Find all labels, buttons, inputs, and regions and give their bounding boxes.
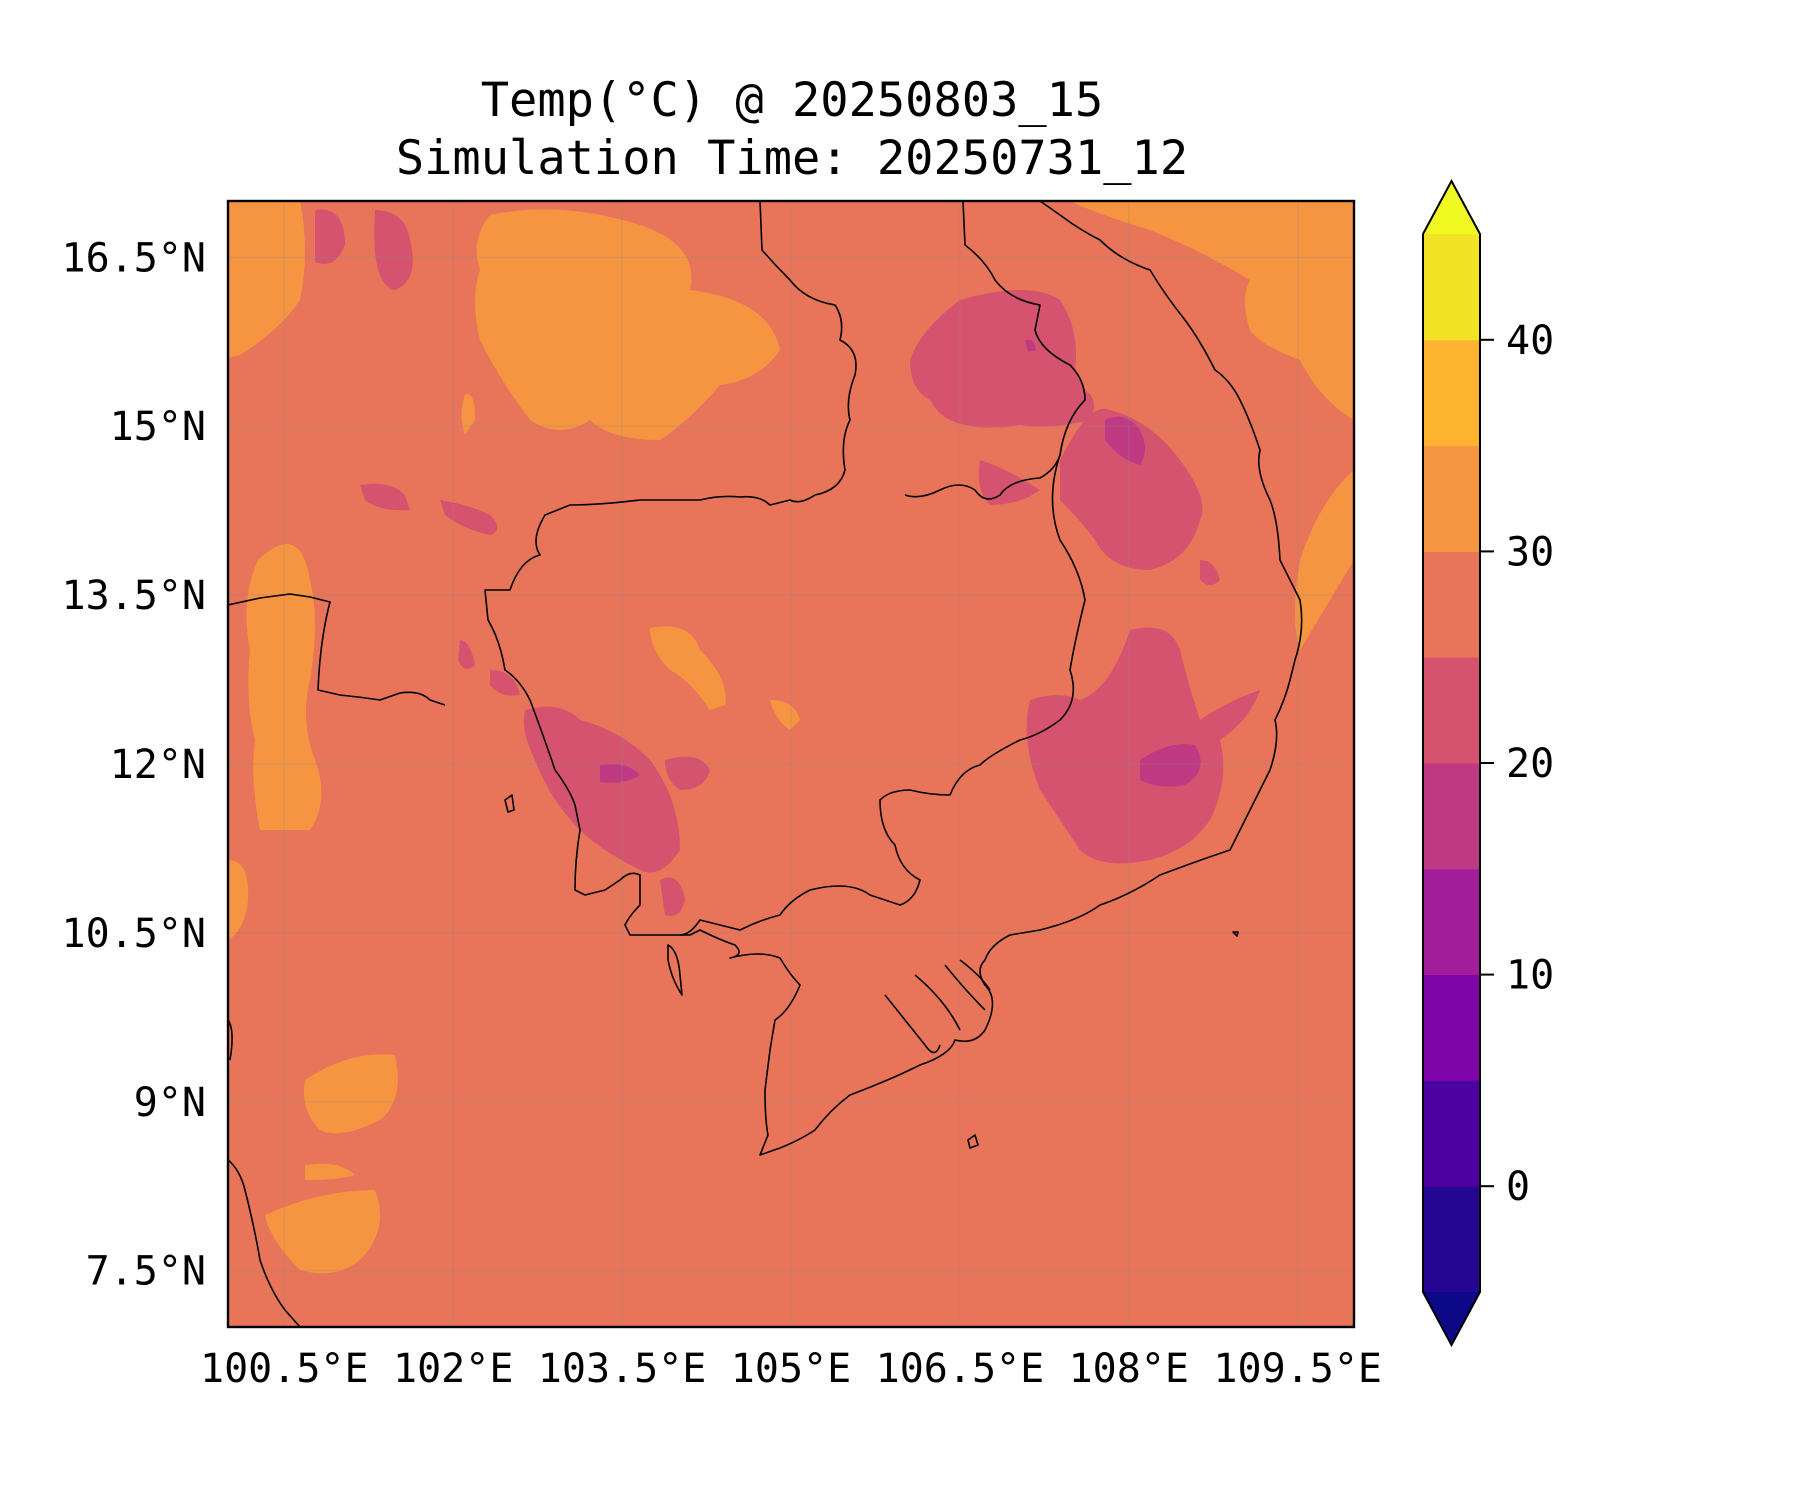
island-kong: [504, 794, 515, 813]
colorbar-outline: [1422, 178, 1481, 1348]
colorbar-tick-label: 40: [1506, 318, 1554, 364]
colorbar-tick-label: 10: [1506, 953, 1554, 999]
latitude-tick-labels: 16.5°N 15°N 13.5°N 12°N 10.5°N 9°N 7.5°N: [62, 235, 207, 1294]
colorbar-segment: [1423, 1186, 1480, 1293]
mekong-channels: [884, 959, 991, 1054]
lon-tick-label: 108°E: [1069, 1346, 1189, 1392]
lat-tick-label: 9°N: [134, 1080, 206, 1126]
colorbar-segment: [1423, 657, 1480, 764]
lat-tick-label: 15°N: [110, 404, 206, 450]
colorbar-tick-label: 20: [1506, 741, 1554, 787]
map-frame: [226, 199, 1356, 1329]
colorbar-segment: [1423, 974, 1480, 1081]
colorbar-segment: [1423, 1080, 1480, 1187]
lon-tick-label: 103.5°E: [538, 1346, 707, 1392]
country-border-laos-vietnam: [904, 201, 1086, 500]
colorbar-segment: [1423, 763, 1480, 870]
gridlines: [228, 201, 1354, 1327]
lon-tick-label: 109.5°E: [1213, 1346, 1382, 1392]
colorbar-tick-label: 0: [1506, 1164, 1530, 1210]
colorbar-extend-min: [1423, 1292, 1480, 1345]
contour-15-20: [600, 339, 1201, 787]
colorbar-extend-max: [1423, 181, 1480, 234]
lon-tick-label: 102°E: [393, 1346, 513, 1392]
contour-20-25: [315, 209, 1260, 916]
lon-tick-label: 100.5°E: [200, 1346, 369, 1392]
country-border-cambodia-vietnam: [679, 454, 1086, 936]
colorbar-segment: [1423, 445, 1480, 552]
map-title: Temp(°C) @ 20250803_15: [481, 73, 1104, 128]
lon-tick-label: 106.5°E: [876, 1346, 1045, 1392]
map-panel: [226, 199, 1356, 1329]
coastline-peninsula: [228, 1159, 301, 1327]
lat-tick-label: 13.5°N: [62, 573, 207, 619]
colorbar-segment: [1423, 339, 1480, 447]
colorbar-segment: [1423, 868, 1480, 976]
boundaries: [228, 201, 1303, 1327]
country-border-west: [484, 201, 857, 701]
longitude-tick-labels: 100.5°E 102°E 103.5°E 105°E 106.5°E 108°E 109.…: [200, 1346, 1382, 1392]
island-south: [967, 1134, 979, 1149]
island-east: [1232, 931, 1239, 937]
colorbar-segment: [1423, 234, 1480, 341]
colorbar-tick-label: 30: [1506, 529, 1554, 575]
colorbar: 0 10 20 30 40: [1422, 178, 1554, 1348]
contour-30-35: [228, 201, 1354, 1274]
map-subtitle: Simulation Time: 20250731_12: [396, 131, 1188, 186]
island-phuquoc: [667, 944, 683, 996]
lat-tick-label: 7.5°N: [86, 1249, 206, 1295]
lat-tick-label: 10.5°N: [62, 911, 207, 957]
country-border-thai-cambodia: [228, 593, 446, 706]
lat-tick-label: 12°N: [110, 742, 206, 788]
colorbar-segment: [1423, 551, 1480, 658]
lat-tick-label: 16.5°N: [62, 235, 207, 281]
temperature-contours: [228, 201, 1354, 1274]
lon-tick-label: 105°E: [731, 1346, 851, 1392]
